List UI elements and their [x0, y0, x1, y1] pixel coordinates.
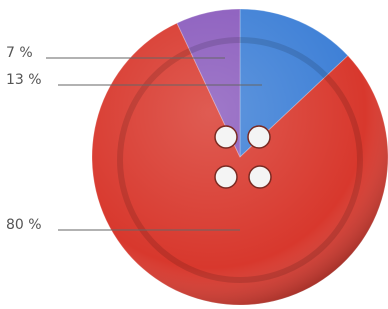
hole [215, 166, 237, 188]
value-label: 80 % [6, 217, 42, 233]
hole [215, 126, 237, 148]
hole [249, 166, 271, 188]
chart: 13 % 80 % 7 % [0, 0, 388, 309]
button-shade [92, 9, 388, 305]
value-label: 7 % [6, 45, 33, 61]
hole [248, 126, 270, 148]
value-label: 13 % [6, 72, 42, 88]
page: 13 %80 %7 % (() => { const data = JSON.p… [0, 0, 388, 309]
